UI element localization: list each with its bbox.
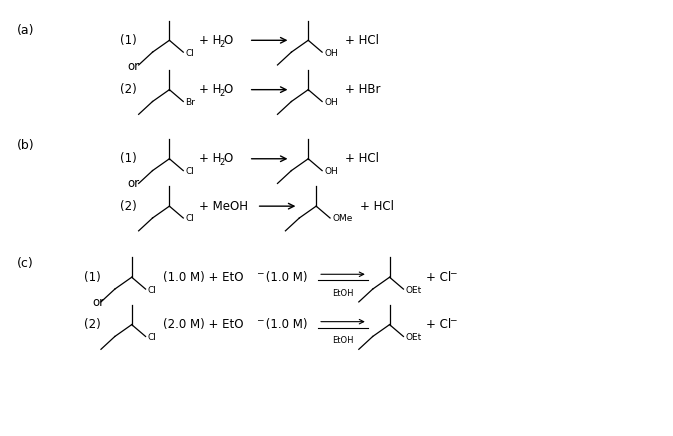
Text: (1.0 M): (1.0 M) <box>262 271 307 284</box>
Text: or: or <box>92 296 104 310</box>
Text: Cl: Cl <box>185 167 194 176</box>
Text: + HCl: + HCl <box>345 152 379 165</box>
Text: 2: 2 <box>219 158 224 167</box>
Text: + H: + H <box>199 83 221 96</box>
Text: Cl: Cl <box>147 286 156 295</box>
Text: + HBr: + HBr <box>345 83 380 96</box>
Text: (1): (1) <box>120 34 137 47</box>
Text: 2: 2 <box>219 89 224 98</box>
Text: OMe: OMe <box>332 215 353 224</box>
Text: OH: OH <box>324 49 338 58</box>
Text: (1): (1) <box>120 152 137 165</box>
Text: Br: Br <box>185 98 195 107</box>
Text: O: O <box>223 152 233 165</box>
Text: O: O <box>223 34 233 47</box>
Text: (b): (b) <box>17 139 34 152</box>
Text: (c): (c) <box>17 256 34 269</box>
Text: OH: OH <box>324 167 338 176</box>
Text: or: or <box>128 61 140 73</box>
Text: (1): (1) <box>84 271 101 284</box>
Text: OEt: OEt <box>405 286 422 295</box>
Text: + H: + H <box>199 34 221 47</box>
Text: −: − <box>449 315 456 324</box>
Text: −: − <box>449 268 456 277</box>
Text: EtOH: EtOH <box>332 289 354 298</box>
Text: (2): (2) <box>120 83 137 96</box>
Text: + Cl: + Cl <box>426 271 452 284</box>
Text: OH: OH <box>324 98 338 107</box>
Text: −: − <box>256 315 263 324</box>
Text: Cl: Cl <box>147 333 156 342</box>
Text: + MeOH: + MeOH <box>199 200 248 213</box>
Text: + HCl: + HCl <box>360 200 394 213</box>
Text: + H: + H <box>199 152 221 165</box>
Text: + HCl: + HCl <box>345 34 379 47</box>
Text: + Cl: + Cl <box>426 318 452 331</box>
Text: (1.0 M): (1.0 M) <box>262 318 307 331</box>
Text: O: O <box>223 83 233 96</box>
Text: (2.0 M) + EtO: (2.0 M) + EtO <box>164 318 244 331</box>
Text: OEt: OEt <box>405 333 422 342</box>
Text: (2): (2) <box>84 318 101 331</box>
Text: (a): (a) <box>17 24 34 37</box>
Text: Cl: Cl <box>185 215 194 224</box>
Text: 2: 2 <box>219 40 224 49</box>
Text: Cl: Cl <box>185 49 194 58</box>
Text: −: − <box>256 268 263 277</box>
Text: EtOH: EtOH <box>332 337 354 345</box>
Text: (2): (2) <box>120 200 137 213</box>
Text: or: or <box>128 177 140 190</box>
Text: (1.0 M) + EtO: (1.0 M) + EtO <box>164 271 244 284</box>
